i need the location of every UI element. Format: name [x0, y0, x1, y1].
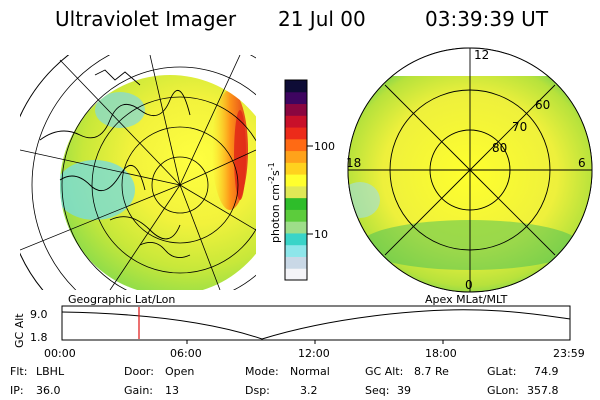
dsp-value: 3.2 — [300, 384, 318, 397]
ip-value: 36.0 — [36, 384, 61, 397]
glat-label: GLat: — [487, 365, 516, 378]
timeline-xtick-1200: 12:00 — [298, 347, 330, 360]
mlt-label-12: 12 — [474, 48, 489, 62]
colorbar-swatch — [285, 80, 307, 93]
colorbar-swatch — [285, 115, 307, 128]
mlt-label-18: 18 — [346, 156, 361, 170]
mode-label: Mode: — [245, 365, 279, 378]
colorbar-swatch — [285, 138, 307, 152]
geographic-image — [20, 55, 256, 290]
meridian-lines — [20, 55, 256, 290]
magnetic-image: 12 18 6 0 60 70 80 — [346, 47, 593, 293]
colorbar-swatch — [285, 185, 307, 199]
colorbar: 100 10 photon cm-2s-1 — [267, 79, 335, 281]
timeline-xtick-2359: 23:59 — [553, 347, 585, 360]
instrument-title: Ultraviolet Imager — [55, 7, 237, 31]
glat-value: 74.9 — [534, 365, 559, 378]
colorbar-tick-10: 10 — [314, 228, 328, 241]
colorbar-swatch — [285, 256, 307, 269]
timeline-xtick-1800: 18:00 — [425, 347, 457, 360]
colorbar-tick-100: 100 — [314, 140, 335, 153]
image-time: 03:39:39 UT — [425, 7, 549, 31]
seq-value: 39 — [397, 384, 411, 397]
mlt-label-6: 6 — [578, 156, 586, 170]
svg-text:GC Alt: GC Alt — [13, 313, 26, 348]
mlt-lines — [348, 48, 592, 292]
colorbar-swatch — [285, 91, 307, 105]
mlat-label-80: 80 — [492, 141, 507, 155]
colorbar-swatch — [285, 268, 307, 281]
colorbar-swatch — [285, 197, 307, 210]
apex-label: Apex MLat/MLT — [425, 293, 508, 306]
timeline-ytick-bottom: 1.8 — [30, 331, 48, 344]
door-label: Door: — [124, 365, 154, 378]
image-date: 21 Jul 00 — [278, 7, 366, 31]
colorbar-unit-label: photon cm-2s-1 — [267, 162, 282, 243]
flt-value: LBHL — [36, 365, 65, 378]
gain-value: 13 — [165, 384, 179, 397]
mlat-label-70: 70 — [512, 120, 527, 134]
mode-value: Normal — [290, 365, 330, 378]
dsp-label: Dsp: — [245, 384, 270, 397]
svg-text:photon cm-2s-1: photon cm-2s-1 — [267, 162, 282, 243]
geographic-label: Geographic Lat/Lon — [68, 293, 175, 306]
timeline-ytick-top: 9.0 — [30, 308, 48, 321]
coastline-outline — [39, 69, 191, 259]
latitude-circles — [31, 55, 256, 290]
info-block: Flt: LBHL IP: 36.0 Door: Open Gain: 13 M… — [10, 365, 559, 397]
mlat-label-60: 60 — [535, 98, 550, 112]
timeline-xtick-0600: 06:00 — [170, 347, 202, 360]
orbit-altitude-curve — [61, 309, 571, 340]
colorbar-swatch — [285, 162, 307, 175]
colorbar-swatch — [285, 174, 307, 187]
colorbar-swatch — [285, 150, 307, 163]
colorbar-swatch — [285, 209, 307, 222]
flt-label: Flt: — [10, 365, 27, 378]
gcalt-label: GC Alt: — [365, 365, 403, 378]
colorbar-swatch — [285, 232, 307, 246]
seq-label: Seq: — [365, 384, 389, 397]
colorbar-swatch — [285, 244, 307, 257]
colorbar-swatch — [285, 221, 307, 234]
orbit-timeline: GC Alt 9.0 1.8 00:00 06:00 12:00 18:00 2… — [13, 305, 585, 360]
timeline-xtick-0000: 00:00 — [44, 347, 76, 360]
glon-label: GLon: — [487, 384, 519, 397]
gcalt-value: 8.7 Re — [414, 365, 449, 378]
colorbar-swatch — [285, 103, 307, 116]
door-value: Open — [165, 365, 194, 378]
mlt-label-0: 0 — [465, 278, 473, 292]
timeline-ylabel: GC Alt — [13, 313, 26, 348]
glon-value: 357.8 — [527, 384, 559, 397]
ip-label: IP: — [10, 384, 24, 397]
gain-label: Gain: — [124, 384, 153, 397]
colorbar-swatch — [285, 127, 307, 140]
